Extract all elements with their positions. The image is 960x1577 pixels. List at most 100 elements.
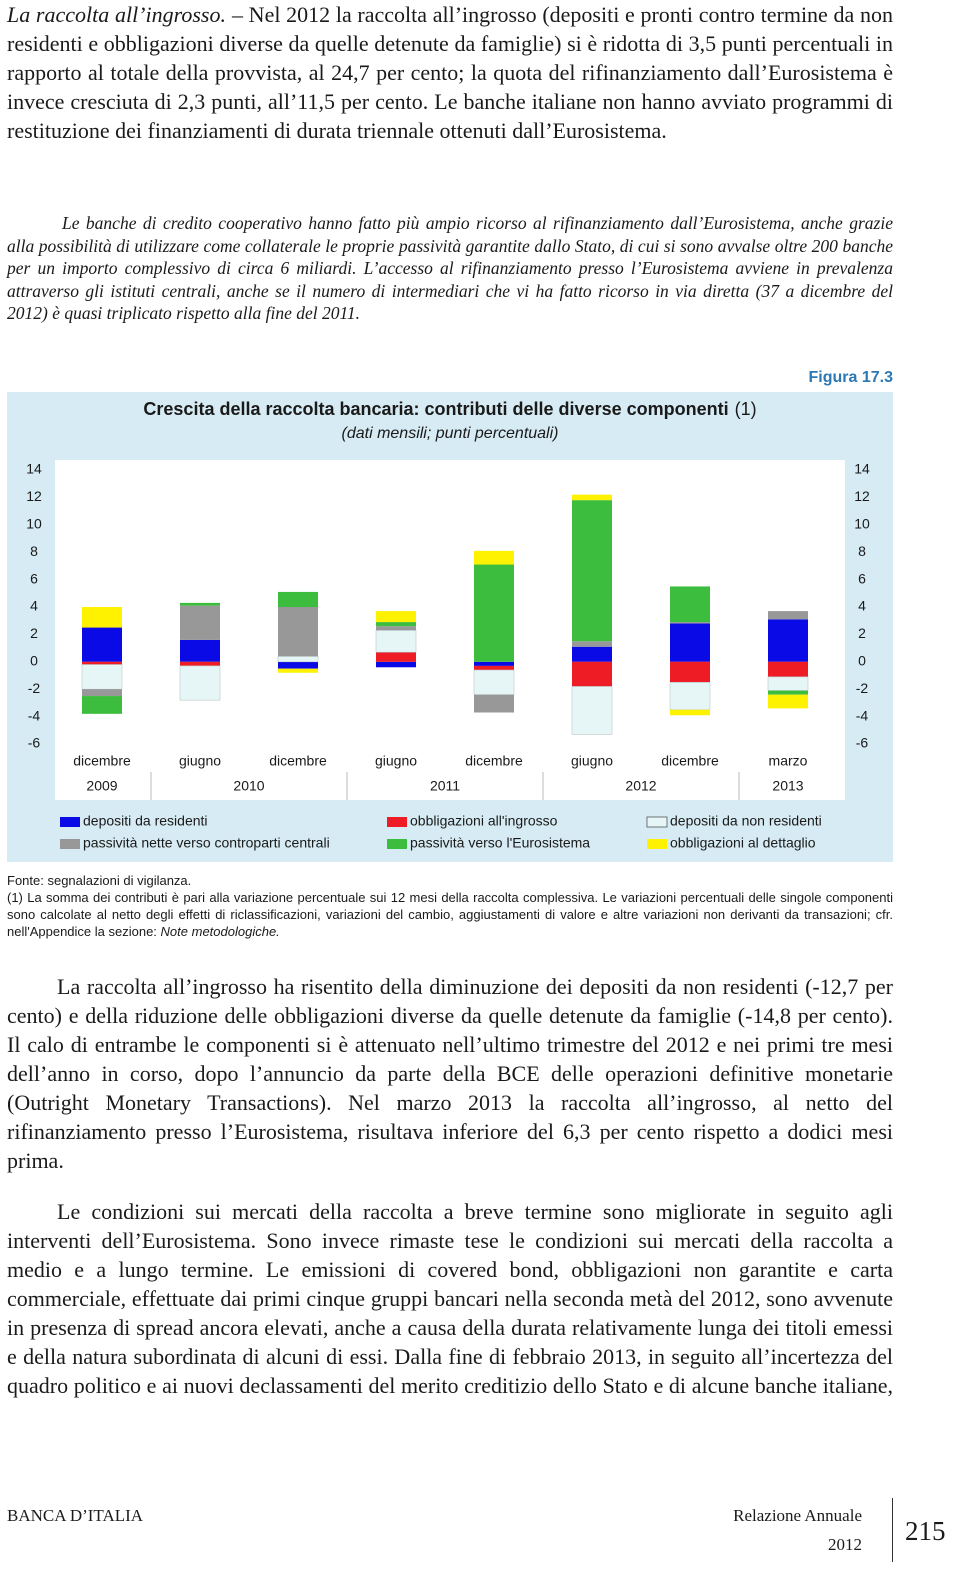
x-tick-label: giugno bbox=[375, 753, 417, 769]
bar-segment bbox=[670, 661, 710, 683]
y2-tick-label: 8 bbox=[858, 543, 866, 559]
y-tick-label: -4 bbox=[28, 707, 41, 723]
bar-segment bbox=[376, 626, 416, 631]
page-number: 215 bbox=[905, 1516, 946, 1546]
legend-swatch bbox=[60, 817, 80, 827]
paragraph-lead: La raccolta all’ingrosso. bbox=[7, 2, 226, 27]
bar-segment bbox=[376, 611, 416, 623]
x-year-label: 2010 bbox=[233, 778, 264, 794]
bar-segment bbox=[180, 602, 220, 606]
y2-tick-label: 0 bbox=[858, 653, 866, 669]
x-year-label: 2009 bbox=[86, 778, 117, 794]
bar-segment bbox=[572, 641, 612, 647]
y2-tick-label: -6 bbox=[856, 735, 869, 751]
x-tick-label: dicembre bbox=[465, 753, 523, 769]
x-year-label: 2013 bbox=[772, 778, 803, 794]
x-year-label: 2011 bbox=[430, 778, 460, 794]
bar-segment bbox=[670, 709, 710, 716]
bar-segment bbox=[376, 661, 416, 668]
legend-swatch bbox=[387, 839, 407, 849]
bar-segment bbox=[81, 664, 123, 690]
chart-title-text: Crescita della raccolta bancaria: contri… bbox=[143, 399, 728, 419]
legend-label: obbligazioni all'ingrosso bbox=[410, 813, 558, 829]
legend-label: passività nette verso controparti centra… bbox=[83, 835, 330, 851]
bar-segment bbox=[670, 622, 710, 624]
bar-segment bbox=[179, 665, 221, 701]
chart-title-note: (1) bbox=[735, 399, 757, 419]
x-tick-label: giugno bbox=[571, 753, 613, 769]
x-tick-label: giugno bbox=[179, 753, 221, 769]
figure-notes: Fonte: segnalazioni di vigilanza. (1) La… bbox=[7, 872, 893, 940]
bar-segment bbox=[768, 690, 808, 695]
footer-year: 2012 bbox=[828, 1535, 862, 1554]
y2-tick-label: 6 bbox=[858, 570, 866, 586]
source: Fonte: segnalazioni di vigilanza. bbox=[7, 873, 192, 888]
x-year-label: 2012 bbox=[625, 778, 656, 794]
footer-rule bbox=[892, 1498, 893, 1562]
bar-segment bbox=[768, 694, 808, 709]
y2-tick-label: -2 bbox=[856, 680, 869, 696]
legend-swatch bbox=[387, 817, 407, 827]
footnote-ref: Note metodologiche. bbox=[160, 924, 280, 939]
chart: Figura 17.3 Crescita della raccolta banc… bbox=[7, 370, 894, 862]
paragraph-text: – Nel 2012 la raccolta all’ingrosso (dep… bbox=[7, 2, 893, 143]
y-tick-label: -6 bbox=[28, 735, 41, 751]
bar-segment bbox=[670, 623, 710, 662]
bar-segment bbox=[82, 661, 122, 665]
legend-swatch bbox=[646, 816, 668, 828]
y-tick-label: 2 bbox=[30, 625, 38, 641]
bar-segment bbox=[768, 611, 808, 620]
legend-swatch bbox=[647, 839, 667, 849]
y-tick-label: -2 bbox=[28, 680, 41, 696]
bar-segment bbox=[278, 607, 318, 657]
y-tick-label: 6 bbox=[30, 570, 38, 586]
legend-label: depositi da residenti bbox=[83, 813, 208, 829]
bar-segment bbox=[669, 682, 711, 711]
y2-tick-label: -4 bbox=[856, 707, 869, 723]
x-tick-label: dicembre bbox=[73, 753, 131, 769]
paragraph: La raccolta all’ingrosso. – Nel 2012 la r… bbox=[7, 0, 893, 145]
y-tick-label: 4 bbox=[30, 598, 38, 614]
bar-segment bbox=[474, 564, 514, 662]
legend-label: obbligazioni al dettaglio bbox=[670, 835, 816, 851]
footer-report: Relazione Annuale bbox=[733, 1506, 862, 1525]
bar-segment bbox=[572, 494, 612, 501]
bar-segment bbox=[180, 661, 220, 666]
bar-segment bbox=[82, 607, 122, 628]
plot-area bbox=[55, 460, 845, 800]
legend-label: depositi da non residenti bbox=[670, 813, 822, 829]
paragraph: La raccolta all’ingrosso ha risentito de… bbox=[7, 974, 893, 1173]
y2-tick-label: 12 bbox=[854, 488, 870, 504]
bar-segment bbox=[474, 665, 514, 671]
bar-segment bbox=[180, 639, 220, 662]
figure-label: Figura 17.3 bbox=[809, 370, 894, 386]
y2-tick-label: 2 bbox=[858, 625, 866, 641]
bar-segment bbox=[278, 591, 318, 607]
y2-tick-label: 14 bbox=[854, 461, 870, 477]
bar-segment bbox=[768, 619, 808, 662]
bar-segment bbox=[82, 689, 122, 697]
x-tick-label: marzo bbox=[769, 753, 808, 769]
bar-segment bbox=[572, 646, 612, 662]
paragraph: Le condizioni sui mercati della raccolta… bbox=[7, 1199, 893, 1398]
bar-segment bbox=[670, 586, 710, 623]
bar-segment bbox=[768, 661, 808, 677]
bar-segment bbox=[572, 500, 612, 642]
bar-segment bbox=[572, 661, 612, 687]
bar-segment bbox=[277, 656, 319, 663]
y-tick-label: 0 bbox=[30, 653, 38, 669]
bar-segment bbox=[474, 550, 514, 565]
bar-segment bbox=[180, 605, 220, 640]
y2-tick-label: 10 bbox=[854, 516, 870, 532]
y-tick-label: 8 bbox=[30, 543, 38, 559]
bar-segment bbox=[82, 627, 122, 662]
bar-segment bbox=[376, 622, 416, 627]
y-tick-label: 14 bbox=[26, 461, 42, 477]
x-tick-label: dicembre bbox=[269, 753, 327, 769]
bar-segment bbox=[473, 669, 515, 695]
y-tick-label: 12 bbox=[26, 488, 42, 504]
chart-title: Crescita della raccolta bancaria: contri… bbox=[143, 399, 756, 419]
bar-segment bbox=[278, 668, 318, 673]
chart-subtitle: (dati mensili; punti percentuali) bbox=[342, 425, 559, 442]
bar-segment bbox=[82, 696, 122, 714]
